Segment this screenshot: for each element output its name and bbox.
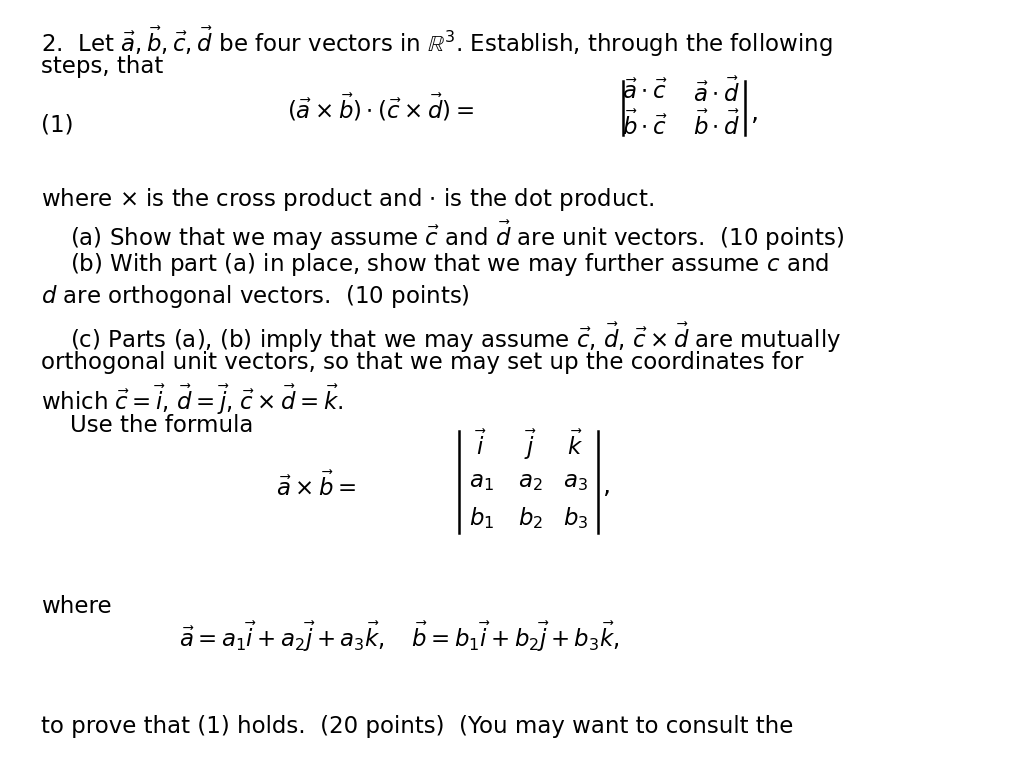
- Text: $\vec{a} \cdot \vec{c}$: $\vec{a} \cdot \vec{c}$: [623, 80, 668, 105]
- Text: $d$ are orthogonal vectors.  (10 points): $d$ are orthogonal vectors. (10 points): [41, 283, 470, 310]
- Text: Use the formula: Use the formula: [70, 414, 253, 437]
- Text: $b_2$: $b_2$: [518, 505, 543, 531]
- Text: steps, that: steps, that: [41, 55, 163, 77]
- Text: to prove that (1) holds.  (20 points)  (You may want to consult the: to prove that (1) holds. (20 points) (Yo…: [41, 715, 794, 737]
- Text: $b_1$: $b_1$: [469, 505, 494, 531]
- Text: $\vec{a} = a_1\vec{i} + a_2\vec{j} + a_3\vec{k}, \quad \vec{b} = b_1\vec{i} + b_: $\vec{a} = a_1\vec{i} + a_2\vec{j} + a_3…: [179, 619, 620, 654]
- Text: $\vec{i}$: $\vec{i}$: [475, 430, 487, 460]
- Text: $\vec{a} \cdot \vec{d}$: $\vec{a} \cdot \vec{d}$: [693, 77, 740, 107]
- Text: ,: ,: [602, 473, 610, 499]
- Text: $\vec{j}$: $\vec{j}$: [523, 428, 538, 462]
- Text: where $\times$ is the cross product and $\cdot$ is the dot product.: where $\times$ is the cross product and …: [41, 186, 654, 213]
- Text: $\vec{b} \cdot \vec{c}$: $\vec{b} \cdot \vec{c}$: [623, 110, 668, 140]
- Text: $b_3$: $b_3$: [563, 505, 588, 531]
- Text: (a) Show that we may assume $\vec{c}$ and $\vec{d}$ are unit vectors.  (10 point: (a) Show that we may assume $\vec{c}$ an…: [70, 219, 844, 253]
- Text: (c) Parts (a), (b) imply that we may assume $\vec{c}$, $\vec{d}$, $\vec{c} \time: (c) Parts (a), (b) imply that we may ass…: [70, 320, 841, 355]
- Text: $\vec{a} \times \vec{b} =$: $\vec{a} \times \vec{b} =$: [276, 471, 356, 501]
- Text: $\vec{b} \cdot \vec{d}$: $\vec{b} \cdot \vec{d}$: [693, 110, 740, 140]
- Text: $(\vec{a} \times \vec{b}) \cdot (\vec{c} \times \vec{d}) =$: $(\vec{a} \times \vec{b}) \cdot (\vec{c}…: [287, 92, 474, 123]
- Text: (b) With part (a) in place, show that we may further assume $c$ and: (b) With part (a) in place, show that we…: [70, 251, 828, 279]
- Text: $a_3$: $a_3$: [563, 470, 588, 494]
- Text: which $\vec{c} = \vec{i}$, $\vec{d} = \vec{j}$, $\vec{c} \times \vec{d} = \vec{k: which $\vec{c} = \vec{i}$, $\vec{d} = \v…: [41, 383, 343, 417]
- Text: $a_2$: $a_2$: [518, 470, 543, 494]
- Text: where: where: [41, 595, 112, 618]
- Text: ,: ,: [750, 100, 758, 127]
- Text: orthogonal unit vectors, so that we may set up the coordinates for: orthogonal unit vectors, so that we may …: [41, 351, 804, 374]
- Text: $\vec{k}$: $\vec{k}$: [567, 430, 584, 460]
- Text: (1): (1): [41, 113, 74, 136]
- Text: 2.  Let $\vec{a}, \vec{b}, \vec{c}, \vec{d}$ be four vectors in $\mathbb{R}^3$. : 2. Let $\vec{a}, \vec{b}, \vec{c}, \vec{…: [41, 25, 833, 59]
- Text: $a_1$: $a_1$: [469, 470, 494, 494]
